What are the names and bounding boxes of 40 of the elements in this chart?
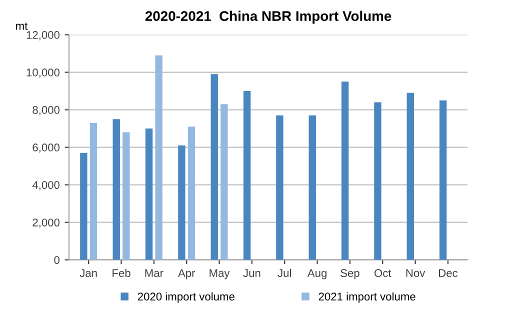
x-tick-label: Dec <box>438 269 458 278</box>
x-tick-label: Jul <box>278 268 291 278</box>
x-tick-label: Sep <box>340 269 360 280</box>
bar <box>210 74 218 260</box>
chart-title: 2020-2021 China NBR Import Volume <box>145 10 392 24</box>
bar <box>178 145 186 260</box>
x-tick-label: Jun <box>243 269 260 278</box>
x-tick-label: Aug <box>307 269 326 280</box>
bar <box>406 92 414 260</box>
bar <box>276 115 284 260</box>
bar <box>439 100 447 260</box>
bar <box>188 126 196 260</box>
y-tick-label: 10,000 <box>26 68 60 78</box>
x-tick-label: Jan <box>80 269 97 278</box>
bar <box>243 91 251 260</box>
bar <box>308 115 316 260</box>
bar <box>374 102 382 260</box>
x-tick-label: Oct <box>374 269 392 278</box>
legend-label: 2020 import volume <box>138 292 234 303</box>
y-tick-label: 12,000 <box>26 31 60 40</box>
bar <box>90 122 98 260</box>
y-tick-label: 6,000 <box>32 144 60 153</box>
x-tick-label: Apr <box>178 269 196 280</box>
y-tick-label: 4,000 <box>32 181 60 190</box>
x-tick-label: Feb <box>112 268 130 278</box>
bar <box>145 128 153 260</box>
bar <box>341 82 349 260</box>
bar <box>112 119 120 260</box>
x-tick-label: Mar <box>145 269 164 278</box>
x-tick-label: Nov <box>406 269 426 278</box>
x-tick-label: May <box>210 269 230 280</box>
y-tick-label: 8,000 <box>32 106 60 116</box>
bar <box>155 55 162 260</box>
bar <box>220 104 228 260</box>
legend-label: 2021 import volume <box>318 292 416 303</box>
y-tick-label: 2,000 <box>32 218 60 228</box>
bar <box>80 152 88 260</box>
bar <box>122 132 130 260</box>
y-tick-label: 0 <box>54 256 60 264</box>
y-axis-title: mt <box>16 22 28 30</box>
